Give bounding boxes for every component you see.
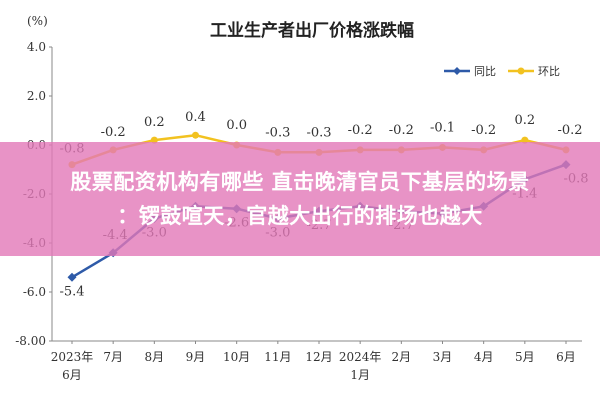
y-tick-label: -8.00	[15, 334, 46, 348]
x-tick-label: 11月	[264, 350, 291, 364]
data-point	[150, 136, 158, 144]
data-label: -0.2	[101, 125, 126, 140]
x-tick-label: 12月	[305, 350, 332, 364]
x-tick-label: 6月	[556, 350, 576, 364]
data-label: -0.2	[557, 123, 582, 138]
x-tick-label: 5月	[515, 350, 535, 364]
y-tick-label: -6.0	[23, 285, 46, 299]
x-tick-label: 6月	[62, 368, 82, 382]
chart-title: 工业生产者出厂价格涨跌幅	[210, 20, 414, 41]
data-label: 0.2	[514, 113, 535, 128]
overlay-headline-line-2: ：锣鼓喧天，官越大出行的排场也越大	[117, 204, 483, 228]
promo-overlay-banner[interactable]: 股票配资机构有哪些 直击晚清官员下基层的场景 ：锣鼓喧天，官越大出行的排场也越大	[0, 142, 600, 256]
data-label: -0.3	[306, 125, 331, 140]
legend-label: 环比	[538, 65, 560, 78]
data-label: 0.2	[144, 115, 165, 130]
x-tick-label: 1月	[350, 368, 370, 382]
x-tick-label: 2023年	[51, 350, 94, 364]
data-label: -0.2	[348, 123, 373, 138]
data-label: 0.4	[185, 110, 206, 125]
x-tick-label: 10月	[223, 350, 250, 364]
legend-label: 同比	[474, 65, 496, 78]
y-tick-label: 4.0	[27, 40, 46, 54]
data-label: -5.4	[59, 284, 84, 299]
x-tick-label: 9月	[186, 350, 206, 364]
x-axis: 2023年 6月 7月 8月 9月 10月 11月 12月 2024年 1月 2月 3月 4月 5月 6月	[51, 340, 582, 382]
x-tick-label: 2月	[392, 350, 412, 364]
overlay-headline-line-1: 股票配资机构有哪些 直击晚清官员下基层的场景	[70, 170, 530, 194]
data-label: 0.0	[226, 118, 247, 133]
data-label: -0.1	[430, 120, 455, 135]
legend-swatch-marker	[453, 67, 461, 75]
x-tick-label: 8月	[145, 350, 165, 364]
x-tick-label: 2024年	[339, 350, 382, 364]
x-tick-label: 3月	[433, 350, 453, 364]
data-label: -0.2	[389, 123, 414, 138]
x-tick-label: 7月	[103, 350, 123, 364]
data-label: -0.3	[265, 125, 290, 140]
data-point	[521, 136, 529, 144]
y-unit-label: (%)	[27, 14, 48, 28]
data-point	[192, 131, 199, 139]
legend-swatch-marker	[517, 67, 525, 75]
data-point	[67, 272, 77, 282]
legend: 同比 环比	[444, 65, 560, 78]
x-tick-label: 4月	[474, 350, 494, 364]
data-label: -0.2	[471, 123, 496, 138]
y-tick-label: 2.0	[27, 89, 46, 103]
